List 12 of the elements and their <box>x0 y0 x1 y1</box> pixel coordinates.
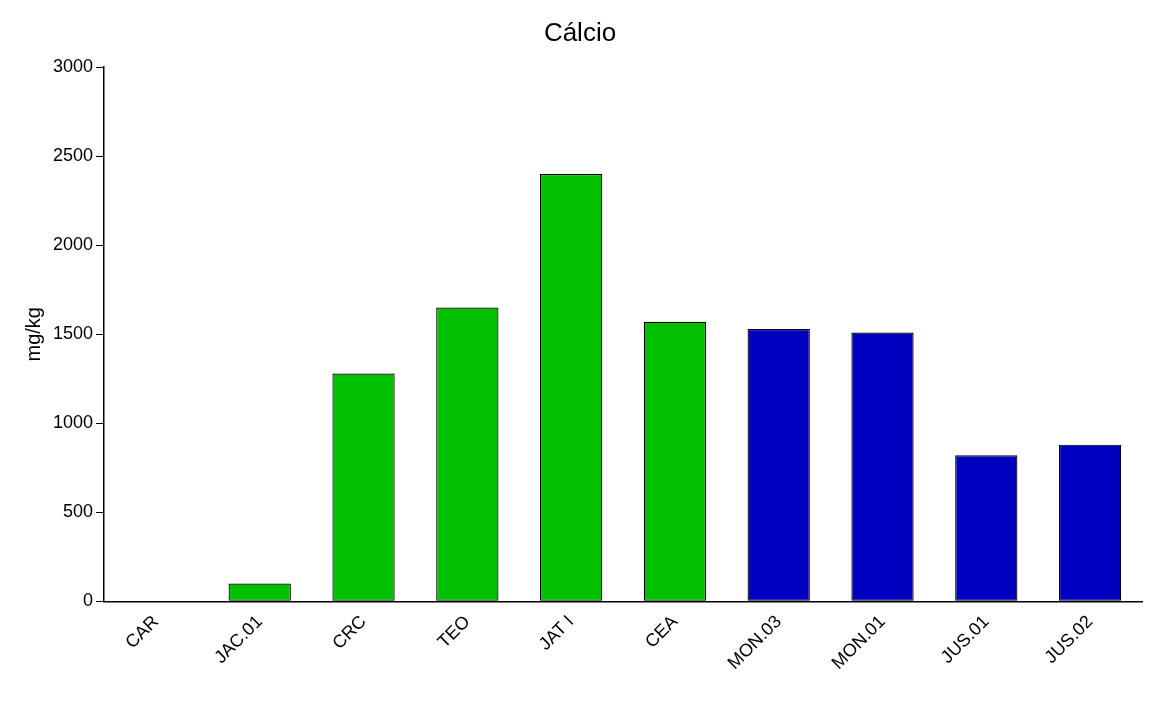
y-tick-label: 0 <box>83 590 94 611</box>
y-axis-title: mg/kg <box>21 307 44 362</box>
x-tick-label: CEA <box>640 611 682 652</box>
x-tick-label: TEO <box>433 611 474 652</box>
chart-title: Cálcio <box>543 16 617 47</box>
y-tick-label: 2500 <box>53 145 94 166</box>
y-tick-label: 3000 <box>53 56 94 77</box>
y-tick-label: 500 <box>63 501 94 522</box>
y-tick-label: 1000 <box>53 412 94 433</box>
y-tick-label: 1500 <box>53 323 94 344</box>
x-tick-label: JAT I <box>534 611 578 654</box>
y-tick-label: 2000 <box>53 234 94 255</box>
